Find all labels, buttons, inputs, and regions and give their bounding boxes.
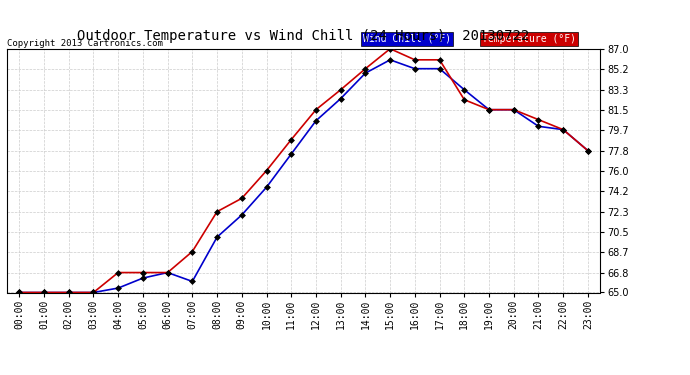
- Text: Wind Chill (°F): Wind Chill (°F): [363, 34, 451, 44]
- Title: Outdoor Temperature vs Wind Chill (24 Hours)  20130722: Outdoor Temperature vs Wind Chill (24 Ho…: [77, 29, 530, 44]
- Text: Copyright 2013 Cartronics.com: Copyright 2013 Cartronics.com: [7, 39, 163, 48]
- Text: Temperature (°F): Temperature (°F): [482, 34, 575, 44]
